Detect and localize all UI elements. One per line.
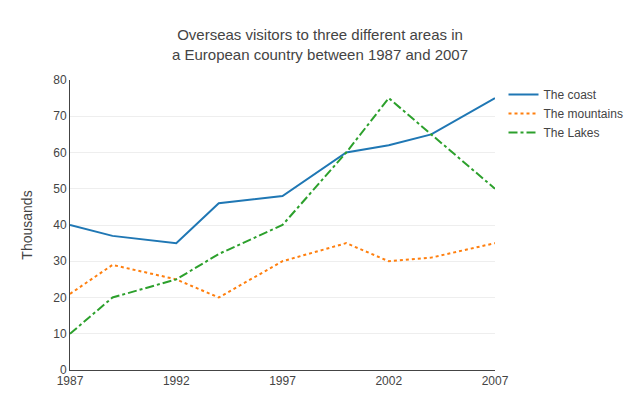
svg-text:40: 40 — [53, 218, 67, 232]
svg-text:10: 10 — [53, 327, 67, 341]
svg-text:The Lakes: The Lakes — [544, 126, 600, 140]
svg-text:Thousands: Thousands — [19, 190, 35, 259]
svg-text:1997: 1997 — [269, 374, 296, 388]
svg-text:80: 80 — [53, 73, 67, 87]
svg-text:The mountains: The mountains — [544, 107, 623, 121]
svg-text:50: 50 — [53, 182, 67, 196]
svg-text:2007: 2007 — [482, 374, 509, 388]
svg-text:Overseas visitors to three dif: Overseas visitors to three different are… — [172, 26, 468, 63]
svg-text:70: 70 — [53, 109, 67, 123]
svg-text:60: 60 — [53, 146, 67, 160]
svg-text:2002: 2002 — [375, 374, 402, 388]
svg-text:20: 20 — [53, 291, 67, 305]
svg-text:1992: 1992 — [163, 374, 190, 388]
svg-text:The coast: The coast — [544, 88, 597, 102]
svg-text:30: 30 — [53, 254, 67, 268]
svg-text:0: 0 — [60, 363, 67, 377]
svg-text:1987: 1987 — [57, 374, 84, 388]
